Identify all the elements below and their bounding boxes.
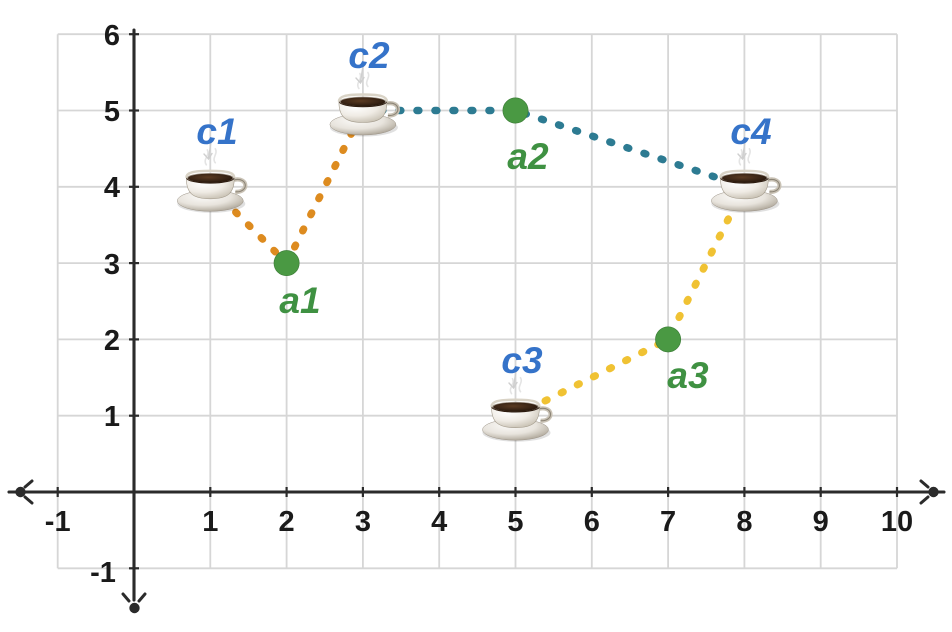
svg-text:7: 7 — [660, 506, 676, 538]
svg-text:10: 10 — [881, 506, 913, 538]
svg-text:2: 2 — [279, 506, 295, 538]
svg-text:6: 6 — [104, 20, 120, 52]
svg-text:-1: -1 — [45, 506, 71, 538]
svg-text:4: 4 — [431, 506, 447, 538]
svg-text:5: 5 — [507, 506, 523, 538]
svg-text:6: 6 — [584, 506, 600, 538]
svg-text:4: 4 — [104, 172, 120, 204]
svg-text:9: 9 — [813, 506, 829, 538]
svg-text:c2: c2 — [348, 35, 390, 76]
svg-text:a1: a1 — [279, 280, 320, 321]
svg-text:2: 2 — [104, 325, 120, 357]
svg-text:3: 3 — [104, 249, 120, 281]
svg-text:8: 8 — [736, 506, 752, 538]
svg-text:1: 1 — [104, 401, 120, 433]
svg-text:1: 1 — [202, 506, 218, 538]
svg-text:c1: c1 — [196, 111, 237, 152]
svg-text:a2: a2 — [507, 136, 549, 177]
svg-text:-1: -1 — [90, 557, 116, 589]
svg-text:c3: c3 — [501, 340, 543, 381]
svg-text:c4: c4 — [730, 111, 771, 152]
svg-text:3: 3 — [355, 506, 371, 538]
svg-text:5: 5 — [104, 96, 120, 128]
svg-text:a3: a3 — [667, 355, 709, 396]
